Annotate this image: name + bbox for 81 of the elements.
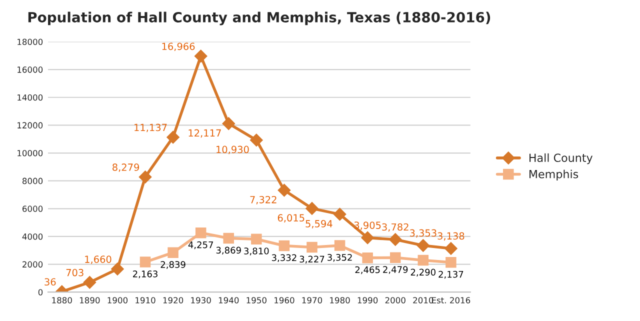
data-label: 11,137 [134, 124, 167, 132]
point [194, 50, 208, 63]
data-label: 2,290 [410, 268, 436, 276]
point [388, 233, 402, 246]
data-label: 8,279 [112, 164, 140, 172]
x-tick-label: Est. 2016 [432, 297, 470, 304]
data-label: 36 [44, 278, 56, 286]
data-label: 3,352 [328, 254, 352, 262]
data-label: 2,839 [160, 261, 186, 269]
y-tick-label: 8000 [22, 178, 43, 184]
y-tick-label: 4000 [22, 233, 43, 240]
data-label: 3,138 [438, 232, 464, 241]
x-tick-label: 1900 [108, 297, 128, 304]
y-tick-label: 0 [38, 289, 43, 296]
x-tick-label: 1970 [302, 297, 322, 304]
x-tick-label: 1980 [330, 297, 350, 304]
data-label: 3,227 [300, 256, 324, 264]
point [306, 202, 318, 215]
point [138, 170, 152, 184]
data-label: 2,465 [355, 266, 380, 274]
y-tick-label: 14000 [18, 94, 43, 101]
data-label: 12,117 [188, 129, 221, 138]
point [250, 134, 263, 146]
data-label: 2,137 [438, 270, 464, 279]
legend-label: Memphis [529, 170, 578, 180]
point [361, 231, 374, 244]
y-tick-label: 12000 [18, 122, 43, 128]
point [278, 240, 290, 252]
x-tick-label: 2010 [413, 297, 434, 304]
point [390, 252, 401, 264]
x-tick-label: 1930 [191, 297, 211, 304]
data-label: 16,966 [162, 42, 195, 52]
x-tick-label: 1910 [136, 297, 156, 304]
y-tick-label: 10000 [18, 150, 43, 156]
data-label: 3,869 [216, 246, 241, 255]
x-tick-label: 1960 [274, 297, 294, 304]
point [222, 117, 236, 130]
point [334, 240, 346, 251]
data-label: 703 [66, 268, 84, 276]
data-label: 1,660 [85, 256, 112, 264]
chart-title: Population of Hall County and Memphis, Texas (1880-2016) [28, 12, 490, 26]
point [195, 228, 206, 238]
point [444, 242, 458, 255]
point [278, 184, 291, 197]
point [166, 130, 180, 144]
point [140, 256, 151, 268]
data-label: 3,810 [244, 248, 269, 256]
y-tick-label: 18000 [18, 38, 43, 46]
x-tick-label: 1940 [218, 297, 239, 304]
point [111, 262, 124, 276]
x-tick-label: 2000 [385, 297, 406, 304]
data-label: 7,322 [250, 196, 276, 204]
y-tick-label: 16000 [18, 66, 43, 73]
point [333, 208, 346, 221]
x-tick-label: 1880 [52, 297, 72, 304]
x-tick-label: 1950 [246, 297, 266, 304]
legend-label: Hall County [529, 153, 593, 164]
data-label: 10,930 [216, 146, 249, 154]
point [251, 234, 262, 244]
data-label: 2,479 [383, 266, 408, 274]
point [362, 252, 373, 264]
data-label: 2,163 [133, 270, 158, 278]
x-tick-label: 1920 [163, 297, 184, 304]
point [83, 276, 96, 289]
data-label: 4,257 [188, 241, 213, 250]
data-label: 3,905 [354, 222, 381, 230]
y-tick-label: 2000 [22, 261, 43, 268]
point [418, 254, 429, 266]
data-label: 3,353 [410, 229, 436, 238]
data-label: 3,332 [272, 254, 296, 262]
data-label: 5,594 [306, 220, 332, 228]
x-tick-label: 1890 [80, 297, 100, 304]
point [223, 232, 234, 244]
data-label: 3,782 [382, 223, 408, 232]
data-label: 6,015 [278, 214, 304, 223]
x-tick-label: 1990 [358, 297, 378, 304]
point [446, 257, 456, 268]
y-tick-label: 6000 [22, 206, 43, 212]
point [416, 239, 430, 252]
point [306, 242, 318, 253]
point [168, 247, 178, 258]
